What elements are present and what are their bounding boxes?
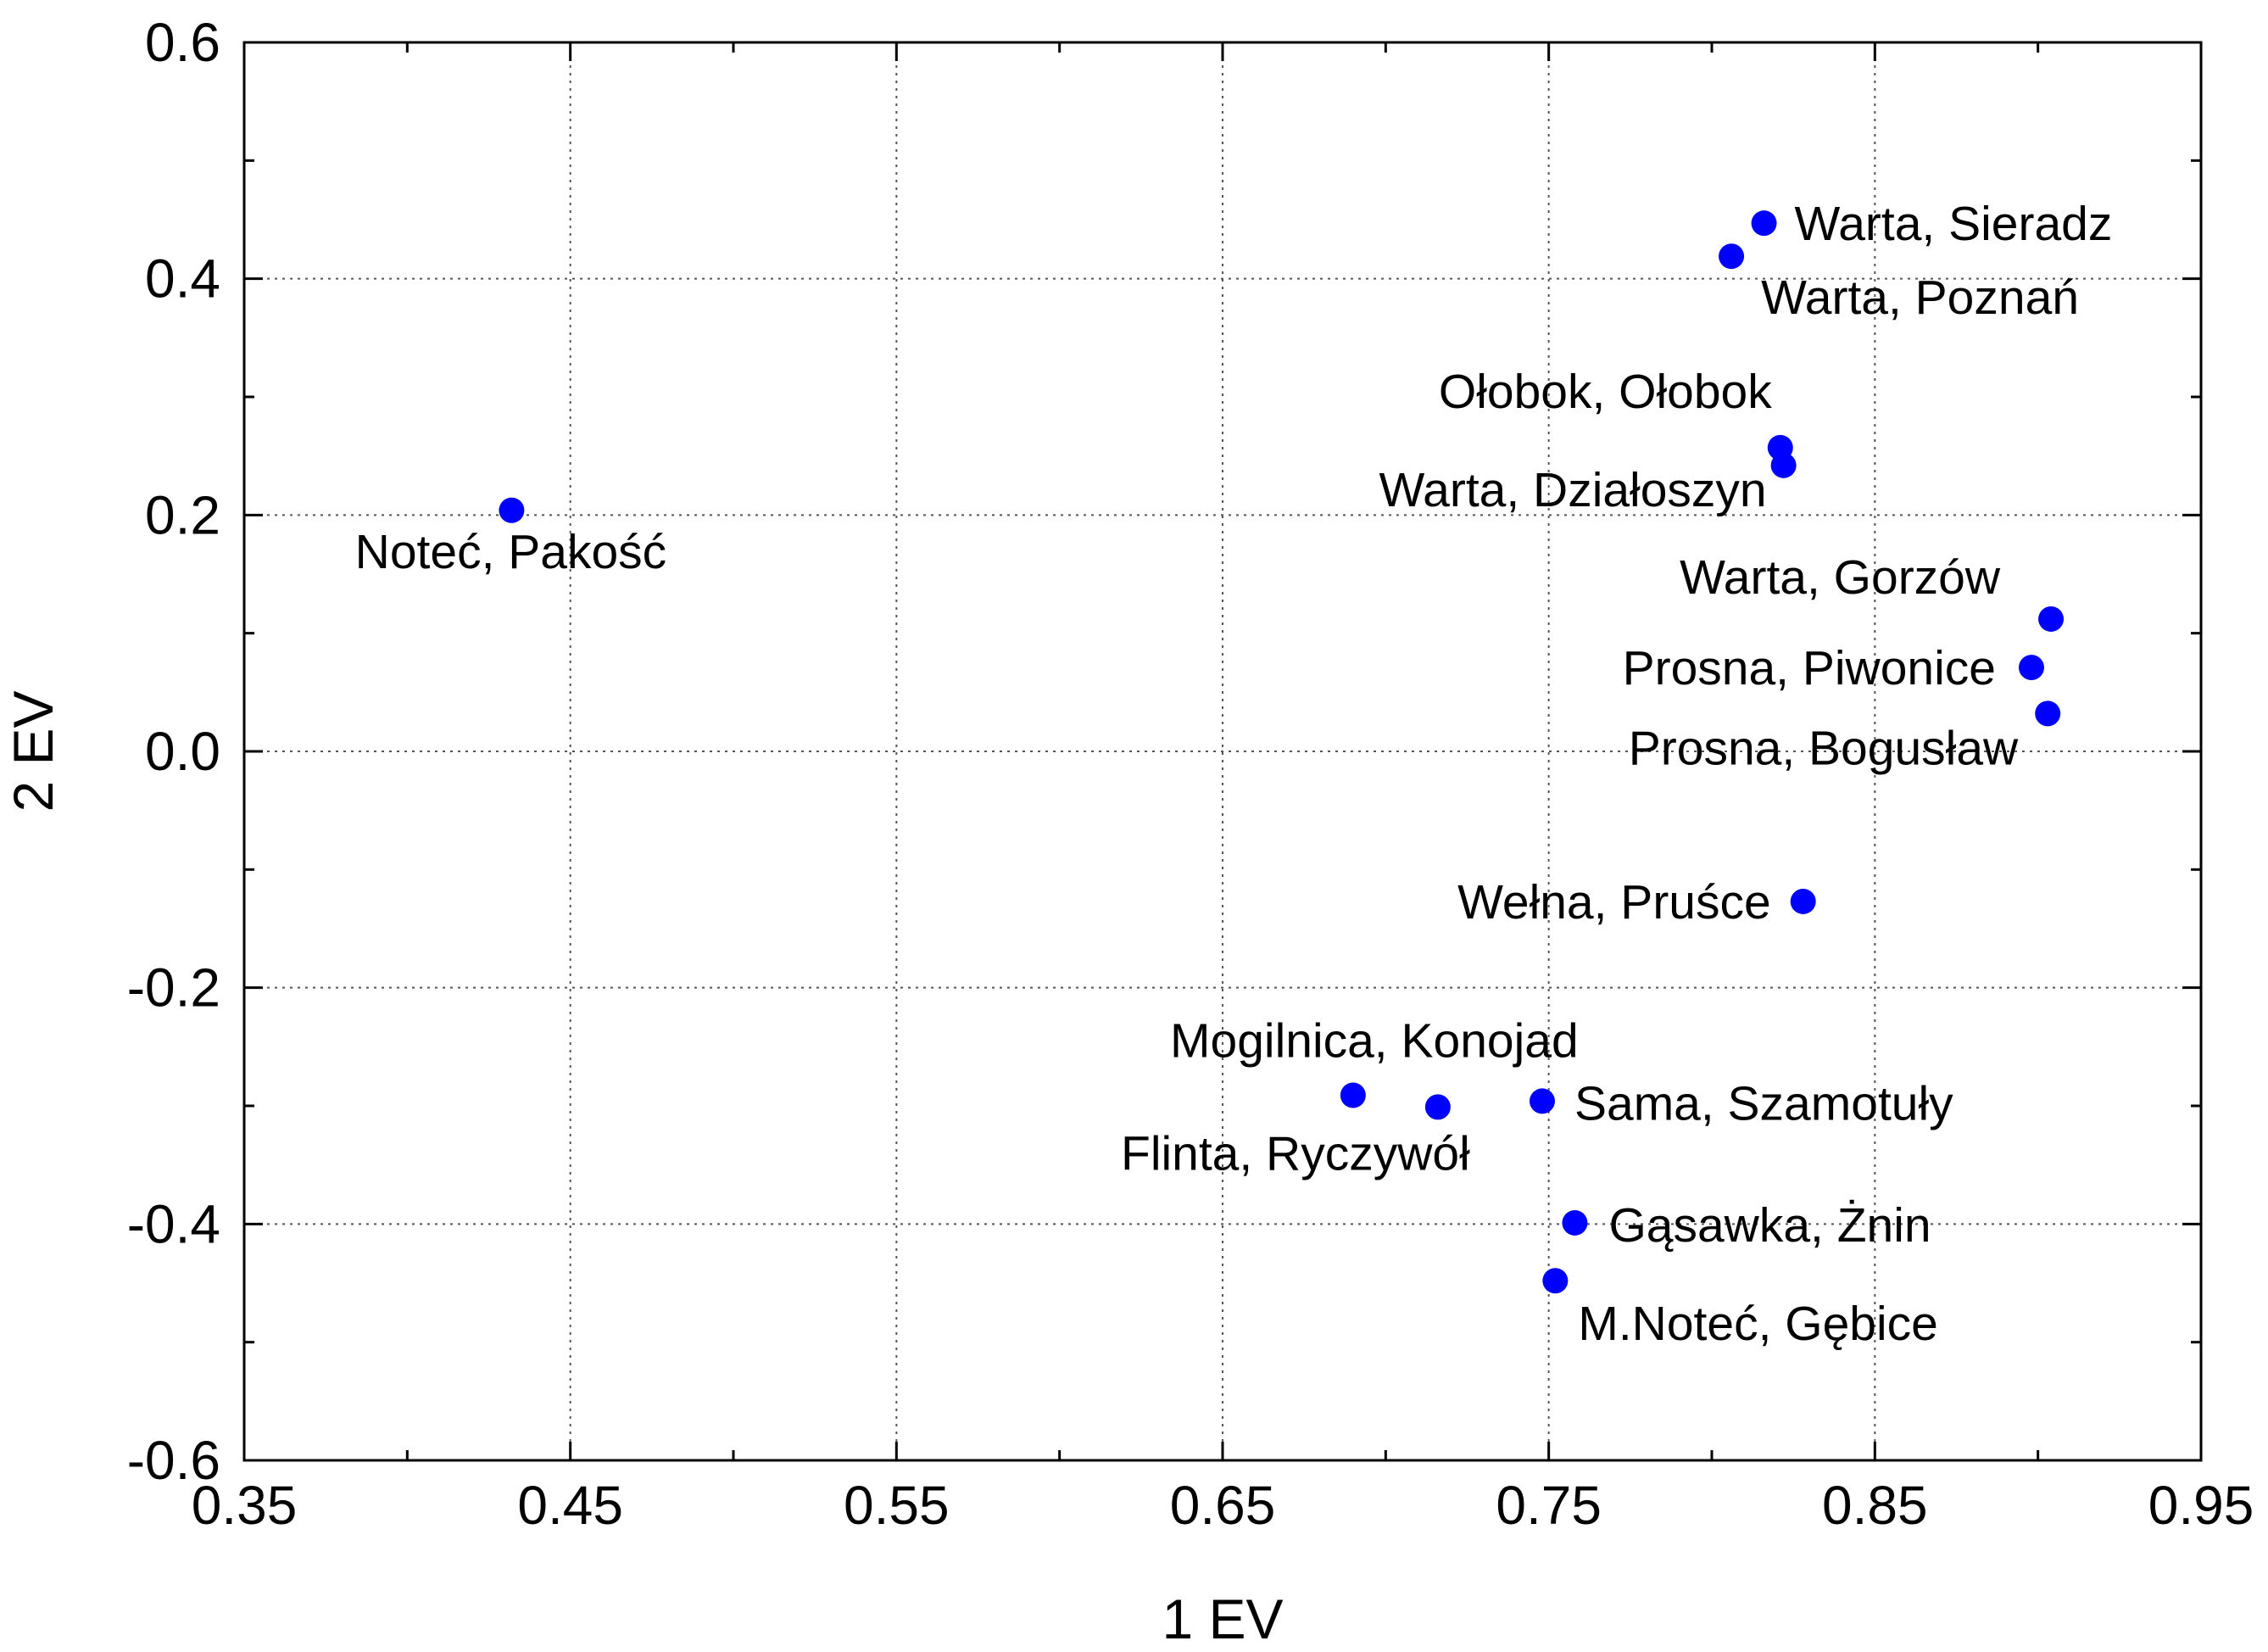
x-tick-label: 0.85: [1822, 1475, 1928, 1536]
point-label: Mogilnica, Konojad: [1170, 1013, 1579, 1068]
scatter-point: [2038, 606, 2065, 632]
y-tick-label: 0.0: [145, 721, 220, 782]
grid: [244, 42, 2201, 1460]
y-tick-label: -0.6: [127, 1430, 220, 1491]
y-tick-label: 0.2: [145, 484, 220, 545]
x-tick-label: 0.45: [517, 1475, 623, 1536]
point-label: Warta, Działoszyn: [1379, 463, 1766, 517]
x-tick-label: 0.35: [192, 1475, 298, 1536]
scatter-point: [499, 497, 525, 523]
y-tick-label: -0.2: [127, 957, 220, 1019]
point-label: Gąsawka, Żnin: [1608, 1198, 1931, 1253]
point-label: Warta, Gorzów: [1680, 550, 2001, 605]
y-axis-title: 2 EV: [2, 690, 64, 812]
scatter-point: [1542, 1268, 1569, 1294]
point-label: Flinta, Ryczywół: [1121, 1126, 1470, 1180]
x-axis-title: 1 EV: [1162, 1588, 1283, 1650]
scatter-point: [1790, 888, 1816, 914]
data-point-labels: Warta, Sieradz Warta, Poznań Ołobok, Ołobo…: [355, 197, 2113, 1351]
x-tick-label: 0.65: [1170, 1475, 1276, 1536]
x-tick-label: 0.55: [844, 1475, 950, 1536]
scatter-point: [1424, 1094, 1451, 1120]
plot-area-frame: [242, 41, 2203, 1462]
point-label: Warta, Sieradz: [1795, 197, 2113, 251]
scatter-point: [1340, 1082, 1366, 1108]
y-tick-label: 0.4: [145, 248, 220, 310]
scatter-point: [1719, 243, 1745, 270]
point-label: Prosna, Bogusław: [1629, 721, 2019, 775]
scatter-point: [1562, 1209, 1588, 1236]
data-points: [499, 210, 2065, 1294]
y-tick-label: 0.6: [145, 12, 220, 73]
point-label: M.Noteć, Gębice: [1578, 1297, 1937, 1351]
point-label: Wełna, Pruśce: [1457, 875, 1771, 929]
point-label: Warta, Poznań: [1761, 271, 2079, 325]
scatter-point: [1751, 210, 1777, 237]
point-label: Noteć, Pakość: [355, 525, 667, 579]
point-label: Sama, Szamotuły: [1574, 1076, 1953, 1130]
scatter-point: [1529, 1088, 1555, 1114]
point-label: Ołobok, Ołobok: [1439, 365, 1772, 419]
axis-tick-labels: 0.35 0.45 0.55 0.65 0.75 0.85 0.95 -0.6 -0.4 -0.2…: [127, 12, 2254, 1536]
scatter-point: [2035, 700, 2061, 727]
scatter-point: [1770, 452, 1797, 478]
point-label: Prosna, Piwonice: [1623, 641, 1996, 695]
x-tick-label: 0.95: [2148, 1475, 2254, 1536]
scatter-point: [2018, 655, 2044, 681]
y-tick-label: -0.4: [127, 1193, 220, 1254]
x-tick-label: 0.75: [1496, 1475, 1602, 1536]
